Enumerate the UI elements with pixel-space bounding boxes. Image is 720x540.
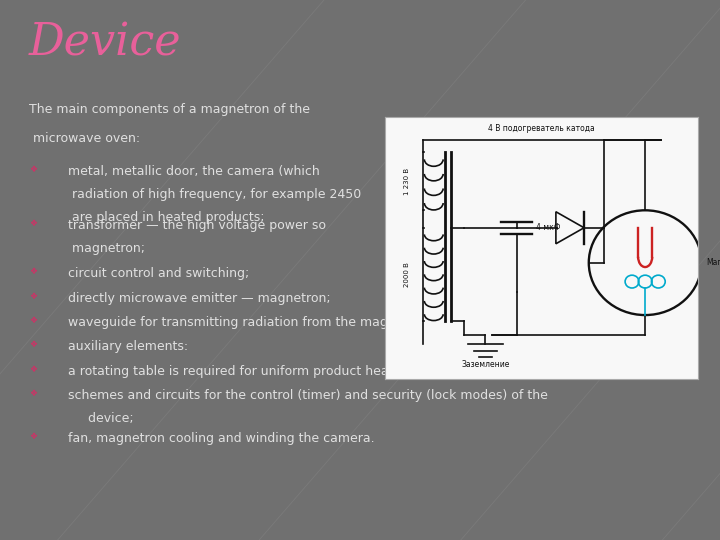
Text: device;: device;: [68, 412, 134, 425]
Text: The main components of a magnetron of the: The main components of a magnetron of th…: [29, 103, 310, 116]
Text: fan, magnetron cooling and winding the camera.: fan, magnetron cooling and winding the c…: [68, 432, 375, 445]
Text: directly microwave emitter — magnetron;: directly microwave emitter — magnetron;: [68, 292, 331, 305]
Text: Заземление: Заземление: [462, 360, 510, 369]
Text: ❖: ❖: [29, 340, 37, 349]
Text: transformer — the high voltage power so: transformer — the high voltage power so: [68, 219, 326, 232]
Text: 4 В подогреватель катода: 4 В подогреватель катода: [488, 124, 595, 133]
Text: 4 мкФ: 4 мкФ: [536, 223, 560, 232]
Text: Магнетрон: Магнетрон: [706, 258, 720, 267]
Text: auxiliary elements:: auxiliary elements:: [68, 340, 189, 353]
Text: 1 230 В: 1 230 В: [404, 167, 410, 195]
Text: are placed in heated products;: are placed in heated products;: [68, 211, 265, 224]
Text: microwave oven:: microwave oven:: [29, 132, 140, 145]
Text: 2000 В: 2000 В: [404, 262, 410, 287]
Text: ❖: ❖: [29, 165, 37, 174]
Text: ❖: ❖: [29, 364, 37, 374]
Text: waveguide for transmitting radiation from the magnetron to the chamber;: waveguide for transmitting radiation fro…: [68, 316, 534, 329]
Text: ❖: ❖: [29, 267, 37, 276]
Text: ❖: ❖: [29, 316, 37, 325]
Text: Device: Device: [29, 22, 181, 65]
Text: ❖: ❖: [29, 389, 37, 398]
Text: schemes and circuits for the control (timer) and security (lock modes) of the: schemes and circuits for the control (ti…: [68, 389, 548, 402]
Text: ❖: ❖: [29, 432, 37, 441]
Text: a rotating table is required for uniform product heating from all sides;: a rotating table is required for uniform…: [68, 364, 505, 377]
Text: ❖: ❖: [29, 219, 37, 228]
Text: radiation of high frequency, for example 2450: radiation of high frequency, for example…: [68, 188, 361, 201]
Text: metal, metallic door, the camera (which: metal, metallic door, the camera (which: [68, 165, 320, 178]
Text: magnetron;: magnetron;: [68, 242, 145, 255]
Text: circuit control and switching;: circuit control and switching;: [68, 267, 250, 280]
Text: ❖: ❖: [29, 292, 37, 301]
